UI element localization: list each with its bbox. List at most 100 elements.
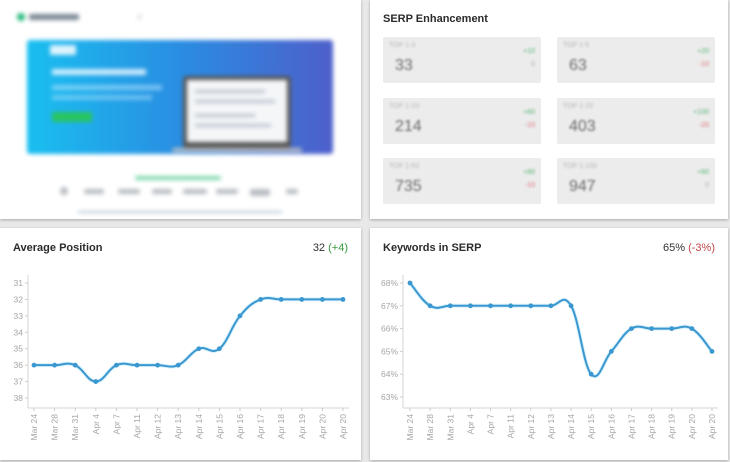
x-tick-label: Apr 16 [235, 414, 245, 439]
data-point[interactable] [196, 346, 202, 352]
x-tick-label: Apr 11 [506, 414, 516, 439]
data-point[interactable] [568, 303, 574, 309]
keywords-in-serp-line-chart[interactable]: 68% 67% 66% 65% 64% 63% Mar 24 Mar 28 Mar 31 Apr … [370, 228, 728, 460]
y-tick-label: 33 [14, 311, 24, 321]
y-tick-label: 68% [381, 278, 398, 288]
data-point[interactable] [447, 303, 453, 309]
site-logo-icon [17, 13, 25, 21]
delta-value: (+4) [328, 242, 348, 254]
data-point[interactable] [407, 280, 413, 286]
serp-title: SERP Enhancement [383, 13, 488, 25]
data-point[interactable] [258, 297, 263, 302]
data-point[interactable] [427, 303, 433, 309]
y-tick-label: 37 [14, 377, 24, 387]
data-point[interactable] [508, 303, 514, 309]
data-point[interactable] [320, 297, 325, 302]
x-tick-label: Apr 4 [91, 414, 101, 435]
x-tick-label: Apr 20 [317, 414, 327, 439]
chart-title: Average Position [13, 242, 103, 254]
x-tick-label: Apr 12 [526, 414, 536, 439]
hero-subtext [52, 85, 162, 90]
tile-label: TOP 1-50 [389, 163, 420, 170]
data-point[interactable] [299, 297, 305, 302]
tile-gain: +60 [697, 169, 709, 176]
website-preview-image: × [0, 0, 361, 219]
y-tick-label: 36 [14, 360, 24, 370]
tile-value: 33 [395, 57, 413, 74]
data-point[interactable] [528, 303, 534, 309]
tile-label: TOP 1-5 [563, 42, 590, 49]
hero-cta-button [52, 112, 92, 122]
tile-value: 214 [395, 118, 422, 135]
data-point[interactable] [649, 326, 654, 331]
tile-loss: 0 [705, 182, 709, 189]
tile-gain: +80 [523, 169, 535, 176]
x-tick-label: Apr 19 [297, 414, 307, 439]
y-tick-label: 34 [14, 327, 24, 337]
website-preview-card[interactable]: × [0, 0, 361, 219]
data-point[interactable] [237, 313, 243, 319]
y-tick-label: 31 [14, 278, 24, 288]
data-point[interactable] [669, 326, 675, 331]
tile-gain: +100 [693, 109, 709, 116]
serp-tile[interactable]: TOP 1-20 403 +100 -20 [557, 98, 715, 144]
tile-label: TOP 1-3 [389, 42, 416, 49]
serp-tile[interactable]: TOP 1-50 735 +80 -10 [383, 158, 541, 204]
data-point[interactable] [93, 379, 99, 384]
hero-headline [52, 69, 146, 75]
y-tick-label: 32 [14, 294, 24, 304]
tile-loss: -10 [524, 182, 535, 189]
current-value: 32 [312, 242, 326, 254]
data-point[interactable] [548, 303, 554, 309]
tile-loss: -20 [698, 122, 709, 129]
data-point[interactable] [468, 303, 473, 309]
current-value: 65% [663, 242, 686, 254]
data-point[interactable] [114, 362, 119, 368]
serp-tile[interactable]: TOP 1-3 33 +10 0 [383, 37, 541, 83]
x-tick-label: Apr 12 [153, 414, 163, 439]
tile-label: TOP 1-10 [389, 103, 420, 110]
data-point[interactable] [689, 326, 695, 331]
tile-value: 947 [569, 178, 596, 195]
hero-badge [50, 45, 76, 55]
x-tick-label: Apr 19 [667, 414, 677, 439]
x-tick-label: Mar 24 [29, 414, 39, 441]
y-tick-label: 67% [381, 301, 398, 311]
data-point[interactable] [31, 362, 37, 368]
x-tick-label: Apr 4 [465, 414, 475, 435]
data-point[interactable] [72, 362, 78, 368]
data-point[interactable] [709, 349, 715, 354]
delta-value: (-3%) [688, 242, 715, 254]
tile-value: 735 [395, 178, 422, 195]
x-tick-label: Apr 15 [214, 414, 224, 439]
x-tick-label: Apr 14 [566, 414, 576, 439]
data-line [409, 282, 713, 378]
serp-tile[interactable]: TOP 1-100 947 +60 0 [557, 158, 715, 204]
footer-text [78, 211, 282, 213]
y-tick-label: 63% [381, 392, 398, 402]
data-point[interactable] [629, 326, 634, 331]
data-point[interactable] [588, 371, 594, 377]
data-point[interactable] [608, 349, 614, 354]
x-tick-label: Apr 20 [707, 414, 717, 439]
serp-tile[interactable]: TOP 1-5 63 +20 -10 [557, 37, 715, 83]
data-point[interactable] [155, 362, 161, 368]
data-point[interactable] [217, 346, 222, 352]
hero-banner [27, 40, 333, 154]
data-point[interactable] [175, 362, 181, 368]
tile-value: 63 [569, 57, 587, 74]
x-tick-label: Apr 16 [606, 414, 616, 439]
data-point[interactable] [52, 362, 57, 368]
chart-header: Average Position 32 (+4) [13, 242, 348, 256]
serp-tile[interactable]: TOP 1-10 214 +60 -10 [383, 98, 541, 144]
data-point[interactable] [134, 362, 140, 368]
tile-gain: +20 [697, 48, 709, 55]
x-tick-label: Apr 20 [338, 414, 348, 439]
data-point[interactable] [278, 297, 284, 302]
data-point[interactable] [340, 297, 346, 302]
data-line [33, 296, 344, 383]
data-point[interactable] [488, 303, 493, 309]
average-position-line-chart[interactable]: 31 32 33 34 35 36 37 38 Mar 24 Mar 28 Mar 31 Apr 4 A… [0, 228, 361, 460]
laptop-illustration [183, 76, 291, 148]
tile-value: 403 [569, 118, 596, 135]
